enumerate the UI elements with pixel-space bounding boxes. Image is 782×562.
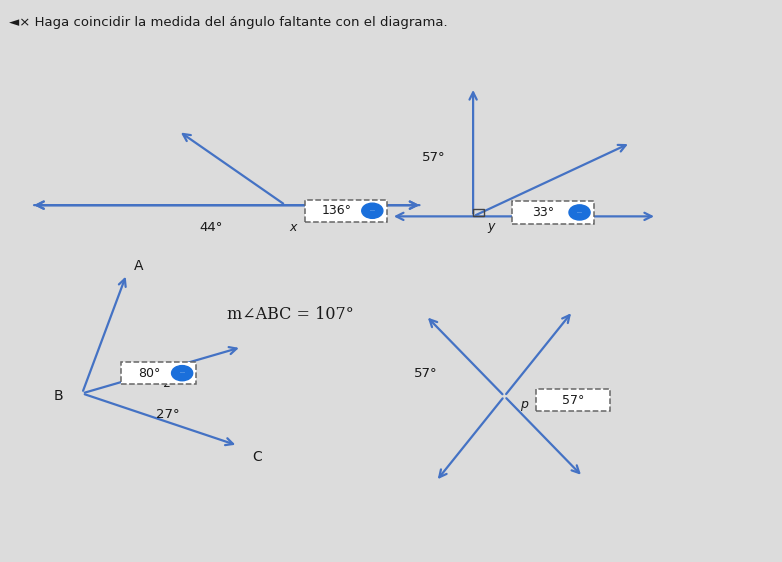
Text: B: B — [54, 389, 63, 403]
Circle shape — [171, 366, 192, 381]
Text: C: C — [253, 450, 263, 464]
Text: 44°: 44° — [199, 221, 223, 234]
Text: 57°: 57° — [422, 151, 446, 164]
Text: 57°: 57° — [414, 367, 438, 380]
Text: ···: ··· — [369, 209, 375, 213]
Text: x: x — [289, 221, 297, 234]
Text: ···: ··· — [576, 210, 583, 215]
Text: y: y — [487, 220, 495, 233]
Text: A: A — [134, 259, 143, 273]
Text: 57°: 57° — [561, 393, 584, 407]
Circle shape — [362, 203, 383, 218]
Text: 80°: 80° — [138, 366, 160, 380]
Text: m∠ABC = 107°: m∠ABC = 107° — [227, 306, 353, 323]
Bar — [512, 201, 594, 224]
Text: ···: ··· — [179, 371, 185, 375]
Circle shape — [569, 205, 590, 220]
Bar — [473, 209, 484, 216]
Text: 136°: 136° — [321, 204, 351, 217]
Text: 27°: 27° — [156, 407, 180, 421]
Bar — [536, 389, 610, 411]
Text: 33°: 33° — [533, 206, 554, 219]
Text: ◄× Haga coincidir la medida del ángulo faltante con el diagrama.: ◄× Haga coincidir la medida del ángulo f… — [9, 16, 448, 29]
Text: p: p — [520, 398, 528, 411]
Bar — [305, 200, 387, 222]
Bar — [121, 362, 196, 384]
Text: z: z — [163, 377, 169, 390]
